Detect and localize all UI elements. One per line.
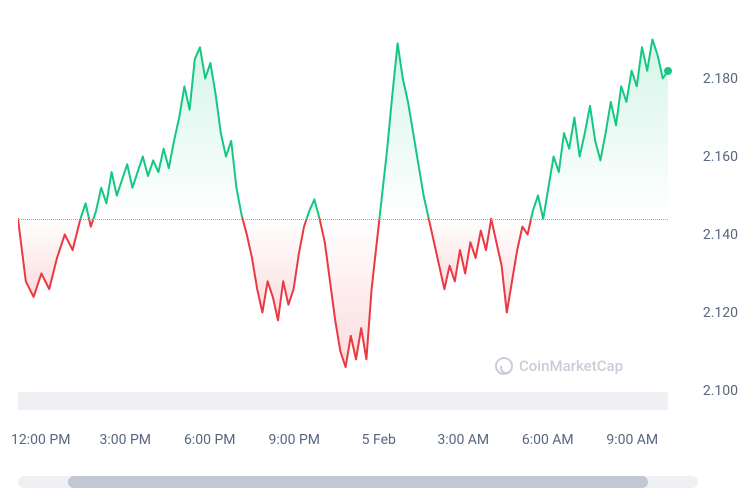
time-scrollbar-thumb[interactable]: [68, 476, 648, 488]
price-chart[interactable]: CoinMarketCap 2.1002.1202.1402.1602.180 …: [0, 0, 750, 500]
y-tick-label: 2.180: [703, 71, 738, 87]
watermark-text: CoinMarketCap: [519, 357, 623, 375]
baseline: [18, 219, 668, 220]
x-tick-label: 9:00 PM: [268, 432, 320, 448]
time-scrollbar-track[interactable]: [18, 476, 698, 488]
coinmarketcap-icon: [495, 357, 513, 375]
volume-band: [18, 392, 668, 410]
y-tick-label: 2.120: [703, 305, 738, 321]
x-axis: 12:00 PM3:00 PM6:00 PM9:00 PM5 Feb3:00 A…: [18, 432, 668, 452]
y-tick-label: 2.140: [703, 227, 738, 243]
x-tick-label: 3:00 AM: [437, 432, 489, 448]
x-tick-label: 12:00 PM: [11, 432, 70, 448]
chart-plot-area[interactable]: CoinMarketCap: [18, 20, 668, 410]
x-tick-label: 6:00 AM: [522, 432, 574, 448]
x-tick-label: 5 Feb: [362, 432, 396, 448]
y-tick-label: 2.100: [703, 383, 738, 399]
x-tick-label: 3:00 PM: [99, 432, 151, 448]
x-tick-label: 9:00 AM: [606, 432, 658, 448]
current-price-marker: [664, 67, 672, 75]
y-tick-label: 2.160: [703, 149, 738, 165]
watermark: CoinMarketCap: [495, 357, 623, 375]
x-tick-label: 6:00 PM: [184, 432, 236, 448]
y-axis: 2.100 2.120 2.140 2.160 2.180: [678, 20, 738, 410]
